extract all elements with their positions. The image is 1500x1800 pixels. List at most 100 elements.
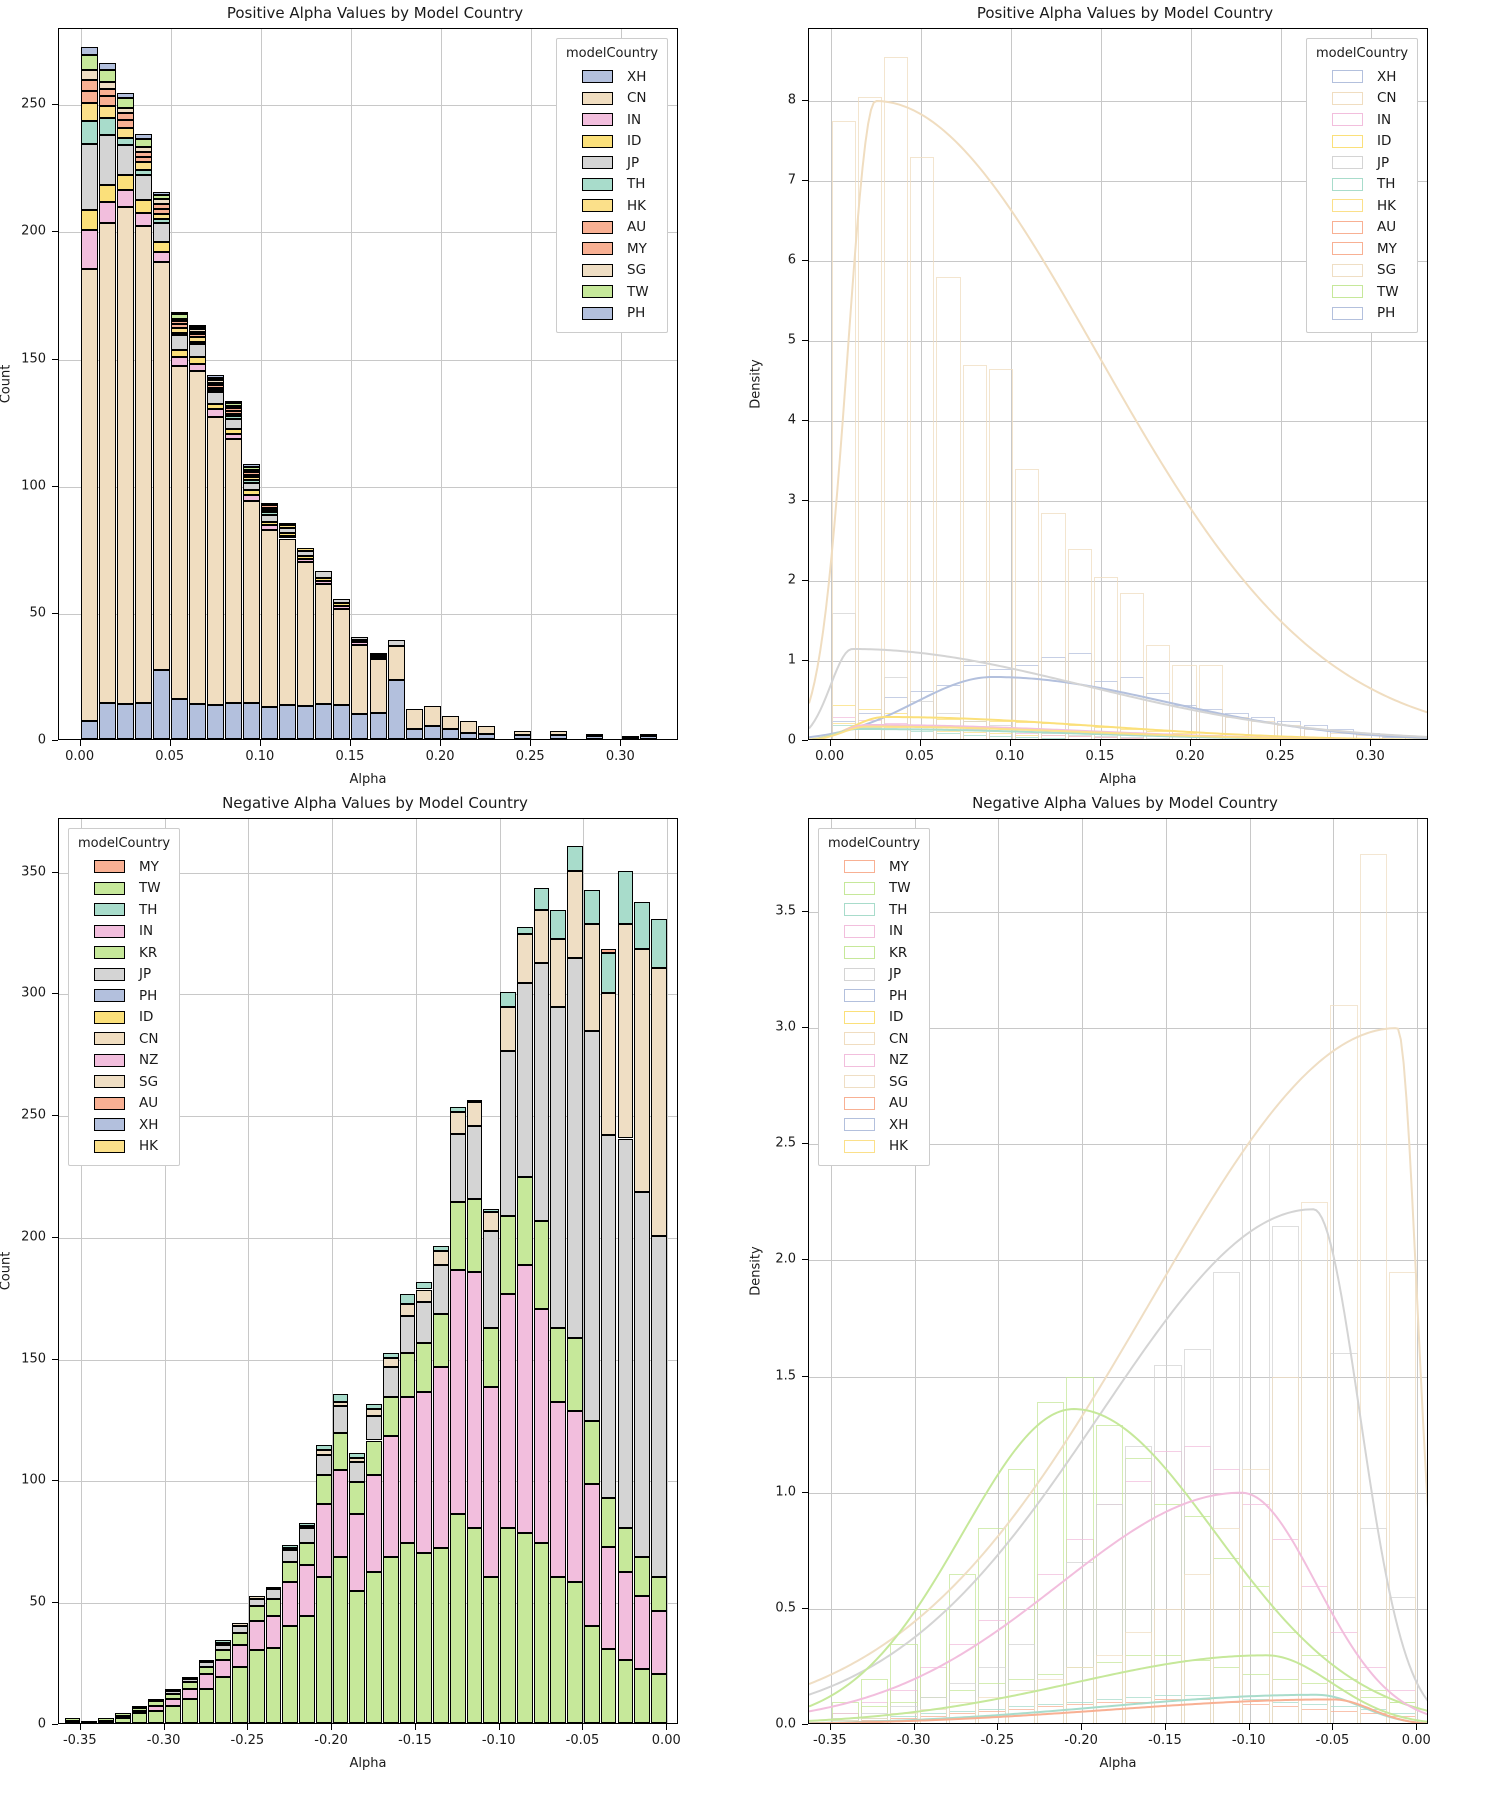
legend-top-left[interactable]: modelCountry XH CN IN ID JP TH HK AU MY SG TW PH	[556, 38, 668, 333]
legend-item-TW[interactable]: TW	[828, 878, 920, 900]
legend-item-HK[interactable]: HK	[828, 1136, 920, 1158]
bar-segment-PH	[189, 324, 207, 327]
legend-item-AU[interactable]: AU	[78, 1093, 170, 1115]
legend-item-SG[interactable]: SG	[828, 1071, 920, 1093]
legend-item-XH[interactable]: XH	[566, 66, 658, 88]
legend-item-IN[interactable]: IN	[828, 921, 920, 943]
bar-segment-KR	[567, 1338, 583, 1412]
legend-item-AU[interactable]: AU	[566, 217, 658, 239]
legend-item-TW[interactable]: TW	[78, 878, 170, 900]
bar-segment-KR	[299, 1542, 315, 1565]
legend-item-JP[interactable]: JP	[1316, 152, 1408, 174]
bar-segment-XH	[297, 706, 315, 739]
legend-bottom-left[interactable]: modelCountry MY TW TH IN KR JP PH ID CN NZ SG AU XH HK	[68, 828, 180, 1166]
legend-item-AU[interactable]: AU	[828, 1093, 920, 1115]
legend-item-ID[interactable]: ID	[1316, 131, 1408, 153]
legend-item-TH[interactable]: TH	[828, 899, 920, 921]
y-tick-label: 6	[787, 252, 796, 268]
bar-segment-PH	[171, 311, 189, 315]
legend-item-TW[interactable]: TW	[1316, 281, 1408, 303]
bar-segment-TW	[165, 1705, 181, 1723]
legend-item-TH[interactable]: TH	[566, 174, 658, 196]
legend-item-JP[interactable]: JP	[78, 964, 170, 986]
legend-item-CN[interactable]: CN	[566, 88, 658, 110]
bar-segment-TW	[500, 1528, 516, 1723]
bar-segment-TW	[64, 1720, 81, 1723]
legend-item-TW[interactable]: TW	[566, 281, 658, 303]
legend-item-ID[interactable]: ID	[566, 131, 658, 153]
histogram-bar	[639, 733, 657, 739]
bar-segment-ID	[135, 200, 153, 214]
legend-item-PH[interactable]: PH	[828, 985, 920, 1007]
legend-item-ID[interactable]: ID	[78, 1007, 170, 1029]
legend-item-PH[interactable]: PH	[1316, 303, 1408, 325]
legend-item-JP[interactable]: JP	[828, 964, 920, 986]
legend-item-IN[interactable]: IN	[78, 921, 170, 943]
legend-item-MY[interactable]: MY	[78, 856, 170, 878]
legend-label: ID	[139, 1009, 154, 1026]
legend-item-CN[interactable]: CN	[828, 1028, 920, 1050]
legend-item-NZ[interactable]: NZ	[828, 1050, 920, 1072]
legend-item-IN[interactable]: IN	[1316, 109, 1408, 131]
legend-item-SG[interactable]: SG	[566, 260, 658, 282]
legend-item-AU[interactable]: AU	[1316, 217, 1408, 239]
legend-item-HK[interactable]: HK	[1316, 195, 1408, 217]
legend-top-right[interactable]: modelCountry XH CN IN ID JP TH HK AU MY SG TW PH	[1306, 38, 1418, 333]
histogram-bar	[549, 731, 567, 739]
x-tick-label: 0.05	[155, 749, 185, 764]
legend-item-MY[interactable]: MY	[828, 856, 920, 878]
legend-item-PH[interactable]: PH	[78, 985, 170, 1007]
bar-segment-TW	[135, 138, 153, 147]
legend-item-HK[interactable]: HK	[78, 1136, 170, 1158]
legend-item-JP[interactable]: JP	[566, 152, 658, 174]
bar-segment-KR	[198, 1667, 215, 1675]
legend-item-ID[interactable]: ID	[828, 1007, 920, 1029]
legend-item-KR[interactable]: KR	[828, 942, 920, 964]
bar-segment-TH	[382, 1352, 399, 1358]
bar-segment-TW	[225, 403, 243, 406]
legend-item-KR[interactable]: KR	[78, 942, 170, 964]
bar-segment-ID	[189, 356, 207, 364]
legend-item-XH[interactable]: XH	[1316, 66, 1408, 88]
bar-segment-IN	[399, 1396, 416, 1543]
legend-bottom-right[interactable]: modelCountry MY TW TH IN KR JP PH ID CN NZ SG AU XH HK	[818, 828, 930, 1166]
y-gridline	[59, 359, 677, 361]
legend-item-CN[interactable]: CN	[78, 1028, 170, 1050]
bar-segment-JP	[617, 1138, 634, 1529]
bar-segment-JP	[207, 392, 225, 405]
y-tick-label: 2.0	[775, 1251, 796, 1267]
legend-label: TH	[1377, 176, 1396, 193]
legend-item-NZ[interactable]: NZ	[78, 1050, 170, 1072]
x-gridline	[830, 819, 832, 1723]
legend-title: modelCountry	[78, 836, 171, 851]
legend-item-MY[interactable]: MY	[566, 238, 658, 260]
legend-item-XH[interactable]: XH	[828, 1114, 920, 1136]
kde-curve-CN	[809, 100, 1427, 714]
bar-segment-TW	[366, 1572, 382, 1723]
legend-item-IN[interactable]: IN	[566, 109, 658, 131]
density-step-KR	[831, 1701, 860, 1723]
y-axis-label: Count	[0, 1251, 14, 1291]
legend-item-CN[interactable]: CN	[1316, 88, 1408, 110]
legend-item-TH[interactable]: TH	[1316, 174, 1408, 196]
legend-item-SG[interactable]: SG	[78, 1071, 170, 1093]
legend-item-PH[interactable]: PH	[566, 303, 658, 325]
legend-label: SG	[139, 1073, 159, 1090]
legend-label: IN	[139, 923, 154, 940]
bar-segment-SG	[533, 909, 550, 964]
legend-item-XH[interactable]: XH	[78, 1114, 170, 1136]
bar-segment-JP	[634, 1192, 650, 1558]
bar-segment-IN	[550, 1401, 567, 1577]
histogram-bar	[243, 464, 261, 739]
bar-segment-TH	[651, 919, 667, 968]
bar-segment-JP	[382, 1367, 399, 1397]
legend-item-HK[interactable]: HK	[566, 195, 658, 217]
bar-segment-CN	[189, 371, 207, 705]
bar-segment-JP	[165, 1691, 181, 1694]
legend-item-MY[interactable]: MY	[1316, 238, 1408, 260]
legend-item-TH[interactable]: TH	[78, 899, 170, 921]
y-tick-label: 200	[21, 223, 46, 239]
y-tickmark	[802, 100, 808, 101]
legend-swatch-HK	[582, 199, 613, 213]
legend-item-SG[interactable]: SG	[1316, 260, 1408, 282]
